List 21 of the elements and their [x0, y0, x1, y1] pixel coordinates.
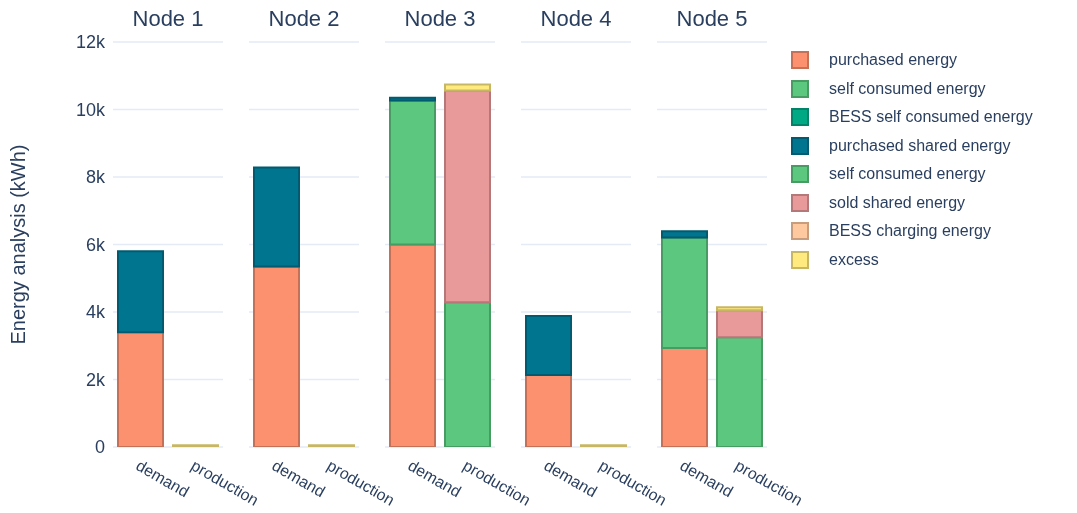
legend-label: excess [829, 250, 879, 269]
chart-title: Node 5 [675, 6, 749, 32]
y-tick-label: 8k [85, 167, 106, 188]
y-tick-label: 10k [75, 99, 106, 120]
legend-label: self consumed energy [829, 165, 986, 184]
legend-label: purchased energy [829, 51, 958, 70]
y-tick-label: 2k [85, 369, 106, 390]
chart-title: Node 2 [267, 6, 341, 32]
y-tick-label: 0 [94, 437, 105, 458]
chart-title: Node 1 [131, 6, 205, 32]
y-tick-label: 4k [85, 302, 106, 323]
legend-label: sold shared energy [829, 193, 966, 212]
y-axis-title: Energy analysis (kWh) [6, 144, 30, 345]
legend-label: BESS self consumed energy [829, 108, 1033, 127]
y-tick-label: 6k [85, 234, 106, 255]
legend-label: purchased shared energy [829, 136, 1011, 155]
legend-label: self consumed energy [829, 79, 986, 98]
y-tick-label: 12k [75, 32, 106, 53]
legend-label: BESS charging energy [829, 222, 991, 241]
chart-title: Node 3 [403, 6, 477, 32]
chart-title: Node 4 [539, 6, 613, 32]
